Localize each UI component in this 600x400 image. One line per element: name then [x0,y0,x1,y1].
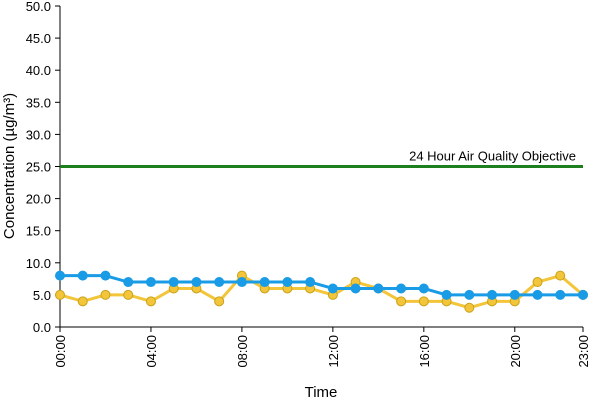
x-tick-label: 00:00 [53,335,68,368]
series [55,270,588,313]
y-tick-label: 5.0 [33,288,51,303]
x-tick-label: 16:00 [417,335,432,368]
data-point [373,283,384,294]
y-axis-title: Concentration (µg/m³) [1,93,18,239]
data-point [100,270,111,281]
y-tick-label: 25.0 [26,160,51,175]
data-point [350,283,361,294]
x-axis-title: Time [305,384,338,400]
data-point [532,289,543,300]
data-point [555,289,566,300]
y-tick-label: 0.0 [33,320,51,335]
data-point [487,289,498,300]
series-1 [55,270,588,300]
y-tick-label: 45.0 [26,31,51,46]
data-point [145,296,156,307]
data-point [418,296,429,307]
data-point [168,277,179,288]
data-point [100,289,111,300]
data-point [418,283,429,294]
data-point [214,296,225,307]
x-tick-label: 23:00 [576,335,591,368]
objective: 24 Hour Air Quality Objective [60,149,583,168]
data-point [191,277,202,288]
data-point [464,302,475,313]
data-point [236,277,247,288]
data-point [532,277,543,288]
data-point [327,283,338,294]
data-point [578,289,588,300]
y-tick-label: 15.0 [26,224,51,239]
x-ticks: 00:00 04:00 08:00 12:00 16:00 20:00 23:00 [53,327,591,368]
y-tick-label: 50.0 [26,0,51,14]
data-point [441,289,452,300]
data-point [305,277,316,288]
series-0 [55,270,588,313]
x-tick-label: 08:00 [235,335,250,368]
data-point [123,289,134,300]
data-point [259,277,270,288]
y-tick-label: 35.0 [26,95,51,110]
data-point [509,289,520,300]
data-point [55,270,65,281]
data-point [396,296,407,307]
data-point [77,270,88,281]
y-tick-label: 20.0 [26,192,51,207]
x-tick-label: 20:00 [508,335,523,368]
data-point [145,277,156,288]
data-point [55,289,65,300]
y-tick-label: 40.0 [26,63,51,78]
data-point [77,296,88,307]
data-point [214,277,225,288]
y-ticks: 0.0 5.0 10.0 15.0 20.0 25.0 30.0 35.0 40.0 45.0 50… [26,0,60,335]
data-point [464,289,475,300]
objective-label: 24 Hour Air Quality Objective [409,149,576,164]
y-tick-label: 10.0 [26,256,51,271]
y-tick-label: 30.0 [26,127,51,142]
x-tick-label: 04:00 [144,335,159,368]
data-point [396,283,407,294]
data-point [282,277,293,288]
series-line [59,274,584,310]
x-tick-label: 12:00 [326,335,341,368]
data-point [123,277,134,288]
data-point [555,270,566,281]
